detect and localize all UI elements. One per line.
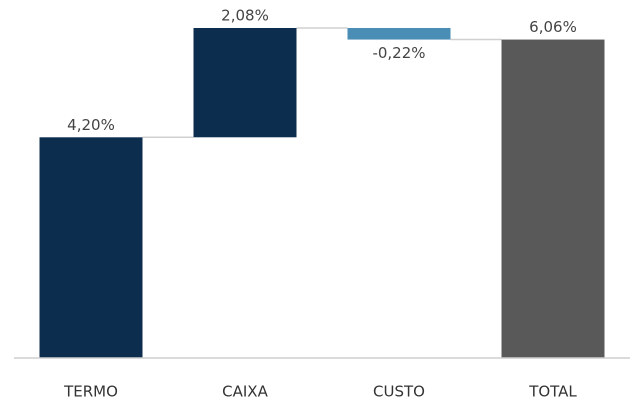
value-label: 4,20% <box>67 116 115 134</box>
bar <box>501 39 605 358</box>
x-tick-label: CAIXA <box>222 383 268 400</box>
bar <box>347 28 451 40</box>
bar <box>193 28 297 138</box>
x-tick-label: TERMO <box>63 383 118 400</box>
value-label: -0,22% <box>372 44 425 62</box>
value-label: 6,06% <box>529 18 577 36</box>
bar <box>39 137 143 358</box>
x-tick-label: TOTAL <box>528 383 577 400</box>
value-label: 2,08% <box>221 7 269 25</box>
x-tick-label: CUSTO <box>373 383 425 400</box>
